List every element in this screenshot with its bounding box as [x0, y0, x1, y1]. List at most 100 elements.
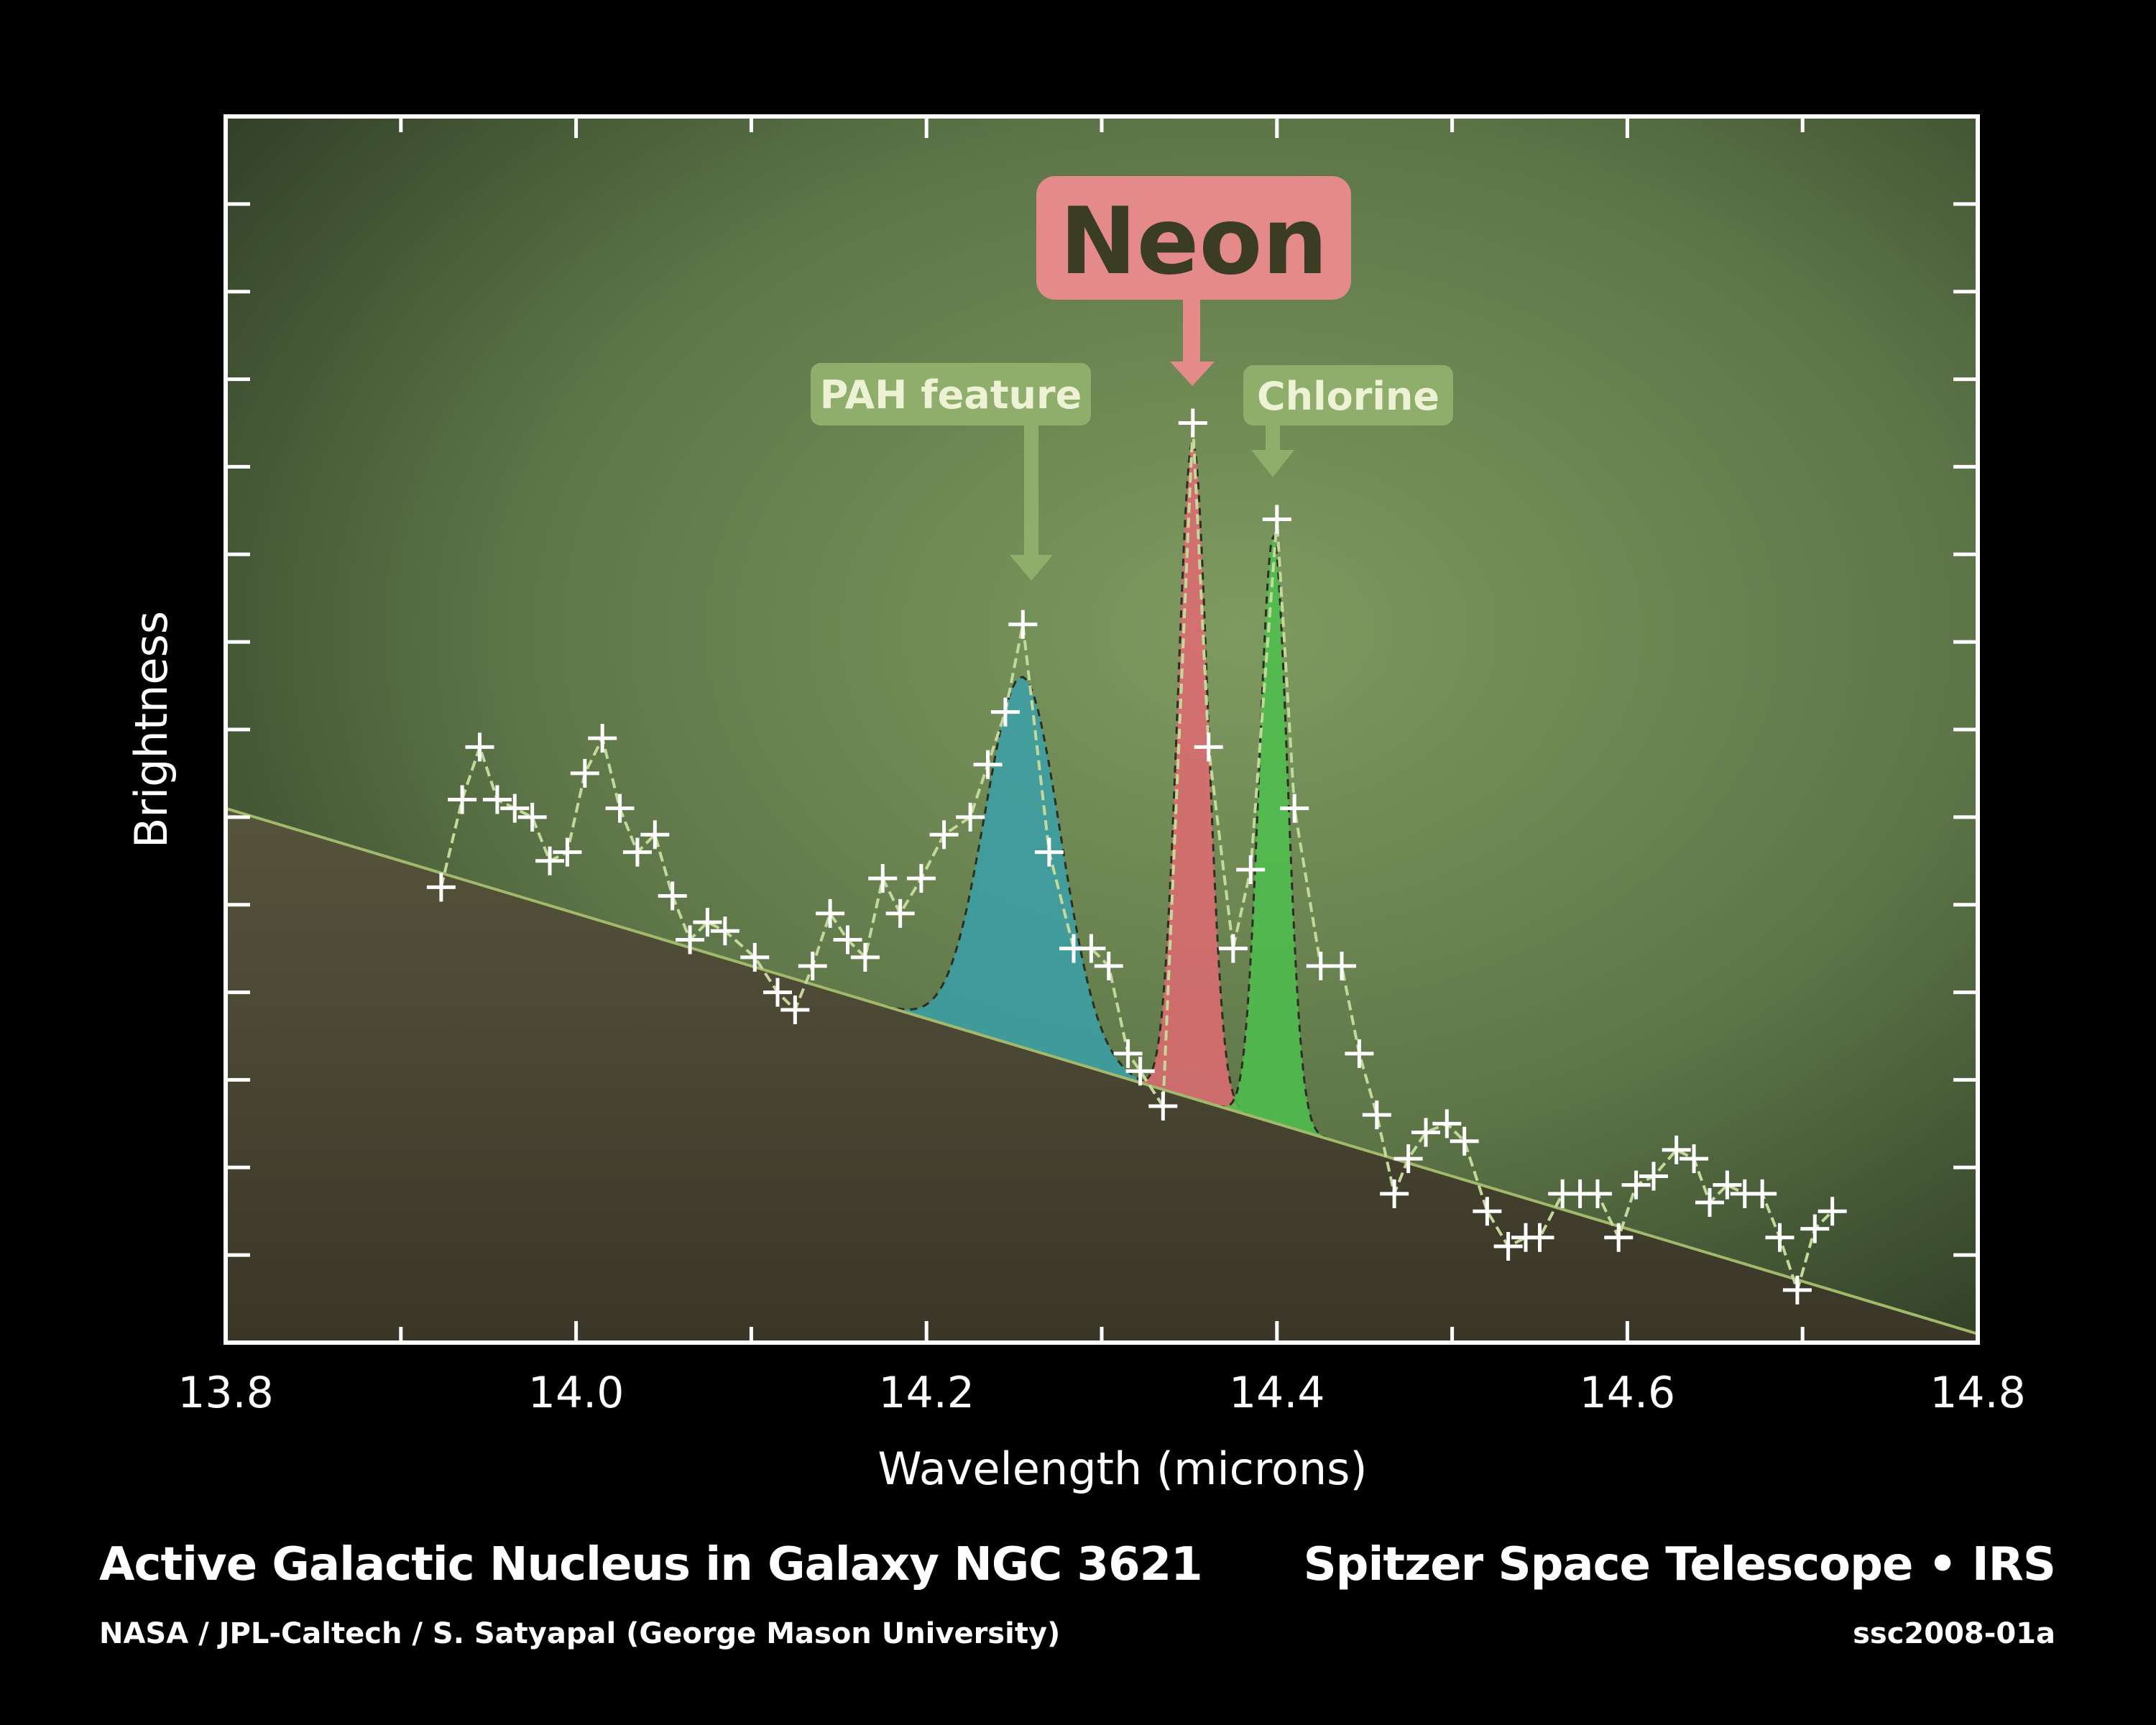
data-point [570, 758, 599, 788]
data-point [1432, 1109, 1462, 1138]
pah-arrow-head [1010, 555, 1053, 581]
data-point [658, 881, 687, 911]
data-point [465, 732, 494, 762]
continuum-line [226, 806, 1978, 1335]
data-point [622, 837, 652, 867]
data-point [1525, 1223, 1554, 1252]
data-point [1639, 1162, 1668, 1191]
data-point [605, 794, 635, 823]
data-point [1113, 1039, 1143, 1068]
data-point [553, 837, 582, 867]
data-point [1604, 1223, 1634, 1252]
data-point [1695, 1188, 1724, 1218]
data-point [710, 916, 740, 946]
data-point [426, 873, 456, 902]
neon-label: Neon [1060, 188, 1328, 295]
feature-outline-2 [1217, 534, 1330, 1141]
data-point [798, 952, 827, 981]
data-point [1493, 1231, 1523, 1261]
x-axis-label: Wavelength (microns) [877, 1443, 1367, 1495]
data-point [640, 820, 670, 850]
neon-label-box [1036, 176, 1351, 300]
data-point [816, 898, 845, 928]
data-point [929, 820, 959, 850]
data-point [1327, 952, 1357, 981]
data-point [1411, 1118, 1441, 1147]
data-point [1450, 1126, 1479, 1156]
data-point [1077, 934, 1106, 963]
data-point [588, 724, 617, 753]
data-point [1782, 1275, 1812, 1305]
mission-label: Spitzer Space Telescope • IRS [1303, 1538, 2056, 1591]
data-point [850, 942, 880, 972]
data-point [1393, 1144, 1423, 1174]
y-axis-label: Brightness [125, 611, 178, 848]
spectrum-line [439, 423, 1834, 1295]
x-tick-label: 14.6 [1580, 1368, 1676, 1418]
data-point [1262, 505, 1291, 534]
x-tick-label: 14.4 [1229, 1368, 1325, 1418]
chlorine-callout: Chlorine [1243, 365, 1453, 477]
data-point [868, 864, 898, 893]
chlorine-label: Chlorine [1257, 374, 1439, 419]
data-point [693, 908, 722, 937]
data-point [1713, 1170, 1742, 1200]
x-tick-labels: 13.8 14.0 14.2 14.4 14.6 14.8 [178, 1368, 2026, 1418]
data-point [1680, 1144, 1709, 1174]
image-title: Active Galactic Nucleus in Galaxy NGC 36… [99, 1538, 1203, 1591]
chlorine-arrow-head [1251, 450, 1294, 477]
data-point [973, 750, 1003, 779]
data-point [1148, 1091, 1178, 1121]
data-point [1621, 1170, 1651, 1200]
data-point [1662, 1135, 1691, 1164]
neon-callout: Neon [1036, 176, 1351, 386]
data-point [885, 898, 915, 928]
data-point [740, 942, 770, 972]
neon-arrow-head [1170, 362, 1215, 386]
pah-arrow-shaft [1024, 426, 1038, 556]
data-point [1748, 1179, 1777, 1208]
data-point [676, 925, 705, 954]
data-point [1236, 855, 1266, 884]
chlorine-arrow-shaft [1266, 426, 1280, 451]
data-point [1583, 1179, 1612, 1208]
spectrum-chart: 13.8 14.0 14.2 14.4 14.6 14.8 Wavelength (mic… [125, 114, 2026, 1495]
data-point [1362, 1100, 1391, 1130]
axis-ticks [224, 116, 1980, 1343]
image-credit: NASA / JPL-Caltech / S. Satyapal (George… [99, 1617, 1061, 1650]
data-point [1280, 794, 1309, 823]
data-point [1800, 1214, 1830, 1243]
data-point [1345, 1039, 1374, 1068]
data-point [535, 846, 565, 875]
data-point [1178, 408, 1207, 438]
data-point [833, 925, 862, 954]
emission-features [872, 438, 1330, 1141]
chlorine-label-box [1243, 365, 1453, 426]
continuum-region [226, 808, 1978, 1343]
feature-fill-1 [1133, 440, 1253, 1117]
x-tick-label: 14.2 [878, 1368, 975, 1418]
neon-arrow-shaft [1183, 300, 1200, 363]
data-point [448, 785, 477, 814]
data-point [1218, 934, 1248, 963]
feature-fill-2 [1217, 536, 1330, 1140]
data-point [990, 697, 1020, 727]
data-point [1818, 1197, 1847, 1226]
data-point [1034, 837, 1064, 867]
pah-callout: PAH feature [811, 363, 1091, 581]
data-point [956, 802, 985, 832]
pah-label: PAH feature [820, 372, 1082, 418]
data-point [500, 794, 530, 823]
image-id: ssc2008-01a [1853, 1617, 2055, 1650]
x-tick-label: 13.8 [178, 1368, 274, 1418]
data-point [1473, 1197, 1502, 1226]
feature-outline-0 [872, 676, 1174, 1094]
data-point [482, 785, 512, 814]
data-point [1125, 1057, 1155, 1086]
data-points [426, 408, 1847, 1305]
pah-label-box [811, 363, 1091, 426]
data-point [1094, 952, 1123, 981]
x-tick-label: 14.8 [1930, 1368, 2026, 1418]
feature-fill-0 [872, 676, 1174, 1093]
data-point [1380, 1179, 1409, 1208]
